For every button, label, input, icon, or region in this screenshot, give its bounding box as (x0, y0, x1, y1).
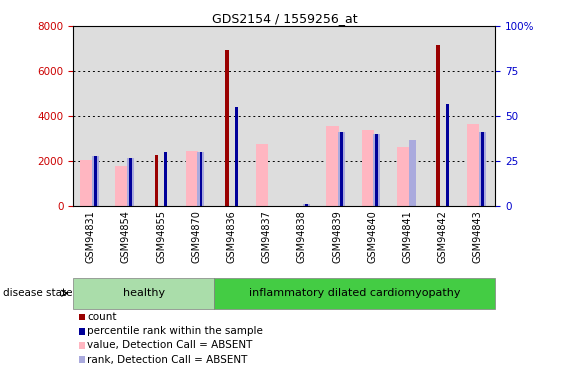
Text: value, Detection Call = ABSENT: value, Detection Call = ABSENT (87, 340, 252, 350)
Text: GSM94855: GSM94855 (156, 210, 166, 263)
Text: GSM94842: GSM94842 (437, 210, 448, 262)
Text: GSM94840: GSM94840 (367, 210, 377, 262)
Bar (164, 152, 167, 206)
Text: disease state: disease state (3, 288, 72, 298)
Bar (303, 204, 310, 206)
Bar (214, 278, 495, 309)
Bar (409, 140, 415, 206)
Text: GSM94838: GSM94838 (297, 210, 307, 262)
Bar (92, 156, 99, 206)
Bar (80, 160, 92, 206)
Text: GSM94870: GSM94870 (191, 210, 202, 262)
Bar (481, 132, 484, 206)
Title: GDS2154 / 1559256_at: GDS2154 / 1559256_at (212, 12, 357, 25)
Bar (94, 156, 97, 206)
Bar (186, 151, 198, 206)
Bar (340, 132, 343, 206)
Bar (446, 104, 449, 206)
Bar (199, 152, 202, 206)
Text: GSM94841: GSM94841 (403, 210, 413, 262)
Bar (155, 154, 158, 206)
Text: GSM94837: GSM94837 (262, 210, 272, 262)
Text: GSM94854: GSM94854 (121, 210, 131, 262)
Bar (467, 124, 480, 206)
Text: GSM94839: GSM94839 (332, 210, 342, 262)
Bar (73, 278, 214, 309)
Text: percentile rank within the sample: percentile rank within the sample (87, 326, 263, 336)
Text: rank, Detection Call = ABSENT: rank, Detection Call = ABSENT (87, 355, 247, 364)
Text: inflammatory dilated cardiomyopathy: inflammatory dilated cardiomyopathy (249, 288, 461, 298)
Text: healthy: healthy (123, 288, 164, 298)
Bar (129, 158, 132, 206)
Bar (225, 50, 229, 206)
Bar (376, 134, 378, 206)
Text: GSM94836: GSM94836 (226, 210, 236, 262)
Text: count: count (87, 312, 117, 322)
Bar (361, 130, 374, 206)
Text: GSM94831: GSM94831 (86, 210, 96, 262)
Bar (436, 45, 440, 206)
Bar (373, 134, 381, 206)
Bar (305, 204, 308, 206)
Bar (397, 147, 409, 206)
Bar (198, 152, 204, 206)
Bar (327, 126, 339, 206)
Bar (256, 144, 269, 206)
Bar (479, 132, 486, 206)
Bar (115, 166, 128, 206)
Bar (338, 132, 345, 206)
Text: GSM94843: GSM94843 (473, 210, 483, 262)
Bar (235, 107, 238, 206)
Bar (127, 158, 134, 206)
